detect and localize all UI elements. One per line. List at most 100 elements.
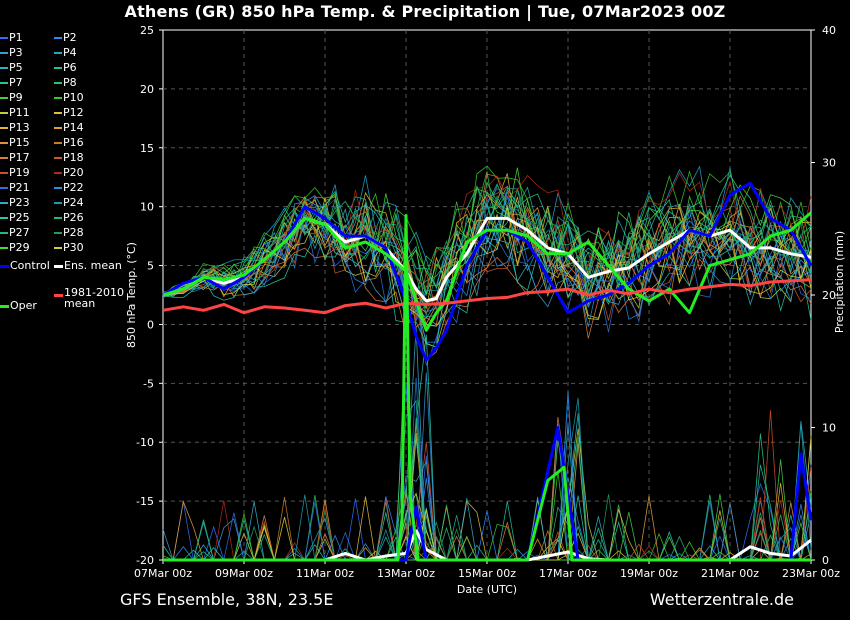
legend-swatch — [54, 142, 62, 144]
member-precip-line-p7 — [163, 433, 811, 562]
legend-label: 1981-2010 mean — [64, 286, 124, 310]
member-precip-line-p25 — [163, 334, 811, 561]
member-precip-line-p19 — [163, 410, 811, 561]
member-temp-line-p11 — [162, 213, 812, 348]
chart-title: Athens (GR) 850 hPa Temp. & Precipitatio… — [124, 2, 726, 21]
legend-item-p15: P15 — [0, 135, 30, 150]
grid-lines — [163, 30, 811, 560]
x-tick-label: 13Mar 00z — [377, 567, 435, 580]
legend-label: P24 — [63, 196, 84, 209]
member-precip-line-p30 — [163, 505, 811, 562]
legend-swatch — [0, 172, 8, 174]
legend-label: P29 — [9, 241, 30, 254]
legend-item-p13: P13 — [0, 120, 30, 135]
member-temp-line-p19 — [162, 185, 812, 318]
legend-item-p27: P27 — [0, 225, 30, 240]
member-temp-line-p20 — [162, 171, 812, 294]
member-temp-line-p24 — [162, 188, 812, 313]
y2-axis-label: Precipitation (mm) — [833, 231, 846, 333]
legend-item-p16: P16 — [54, 135, 84, 150]
member-temp-line-p1 — [162, 188, 812, 321]
legend-swatch — [54, 82, 62, 84]
member-precip-line-p14 — [163, 443, 812, 561]
temp-line-oper — [162, 211, 812, 332]
member-precip-line-p29 — [163, 510, 812, 561]
legend-item-p14: P14 — [54, 120, 84, 135]
member-temp-line-p9 — [162, 181, 812, 296]
legend-item-p17: P17 — [0, 150, 30, 165]
legend-label: P22 — [63, 181, 84, 194]
legend-label: P16 — [63, 136, 84, 149]
member-temp-line-p23 — [162, 220, 812, 327]
member-precip-line-p16 — [163, 497, 811, 561]
member-precip-line-p20 — [163, 465, 812, 561]
member-temp-line-p18 — [162, 209, 812, 326]
legend-label: P17 — [9, 151, 30, 164]
legend-swatch — [0, 37, 8, 39]
x-tick-label: 21Mar 00z — [701, 567, 759, 580]
y2-tick-label: 40 — [822, 24, 836, 37]
member-temp-line-p2 — [162, 195, 812, 313]
x-tick-label: 23Mar 00z — [782, 567, 840, 580]
legend-item-p22: P22 — [54, 180, 84, 195]
legend-item-p20: P20 — [54, 165, 84, 180]
member-precip-line-p13 — [163, 432, 812, 562]
legend-label: P21 — [9, 181, 30, 194]
legend-swatch — [54, 172, 62, 174]
temp-line-control — [162, 181, 813, 362]
legend-swatch — [54, 293, 63, 297]
legend-item-p21: P21 — [0, 180, 30, 195]
legend-swatch — [0, 52, 8, 54]
legend-swatch — [0, 247, 8, 249]
y2-tick-label: 0 — [822, 554, 829, 567]
legend-item-p9: P9 — [0, 90, 23, 105]
member-temp-line-p16 — [162, 173, 812, 315]
legend-label: P2 — [63, 31, 77, 44]
legend-swatch — [0, 232, 8, 234]
x-tick-label: 09Mar 00z — [215, 567, 273, 580]
legend-label: Ens. mean — [64, 259, 122, 272]
legend-label: P13 — [9, 121, 30, 134]
member-precip-line-p9 — [163, 323, 812, 561]
y-tick-label: 15 — [140, 142, 154, 155]
x-tick-label: 15Mar 00z — [458, 567, 516, 580]
legend-item-ens-mean: Ens. mean — [54, 258, 122, 273]
member-temp-line-p12 — [162, 196, 812, 305]
legend-swatch — [54, 97, 62, 99]
x-axis-label: Date (UTC) — [457, 583, 517, 596]
y-tick-label: 5 — [147, 260, 154, 273]
member-precip-line-p3 — [162, 460, 812, 562]
chart-legend: P1 P2 P3 P4 P5 P6 P7 P8 P9 P10 P11 P12 P13 P14 P15 P16 P… — [0, 30, 135, 320]
legend-item-control: Control — [0, 258, 50, 273]
member-precip-line-p8 — [163, 492, 811, 561]
y-tick-label: 10 — [140, 201, 154, 214]
precip-line-control — [163, 426, 813, 562]
member-temp-line-p25 — [162, 223, 812, 348]
legend-label: P18 — [63, 151, 84, 164]
member-temp-line-p10 — [162, 165, 812, 297]
legend-label: P6 — [63, 61, 77, 74]
member-temp-line-p5 — [162, 188, 812, 313]
member-precip-line-p28 — [162, 494, 811, 562]
legend-swatch — [0, 112, 8, 114]
legend-item-oper: Oper — [0, 298, 37, 313]
member-temp-line-p27 — [162, 185, 812, 295]
y2-tick-label: 20 — [822, 289, 836, 302]
member-precip-line-p17 — [163, 416, 811, 561]
temp-line-ens-mean — [162, 216, 812, 303]
legend-item-p1: P1 — [0, 30, 23, 45]
legend-item-p2: P2 — [54, 30, 77, 45]
legend-label: Control — [10, 259, 50, 272]
member-precip-line-p18 — [163, 423, 811, 562]
footer-model-info: GFS Ensemble, 38N, 23.5E — [120, 590, 334, 609]
member-precip-line-p6 — [163, 438, 811, 561]
legend-label: P11 — [9, 106, 30, 119]
member-temp-line-p28 — [162, 184, 812, 315]
legend-swatch — [0, 142, 8, 144]
member-temp-line-p29 — [162, 167, 812, 297]
legend-item-p6: P6 — [54, 60, 77, 75]
legend-item-p26: P26 — [54, 210, 84, 225]
member-temp-line-p6 — [162, 197, 812, 302]
legend-label: P7 — [9, 76, 23, 89]
legend-label: P4 — [63, 46, 77, 59]
